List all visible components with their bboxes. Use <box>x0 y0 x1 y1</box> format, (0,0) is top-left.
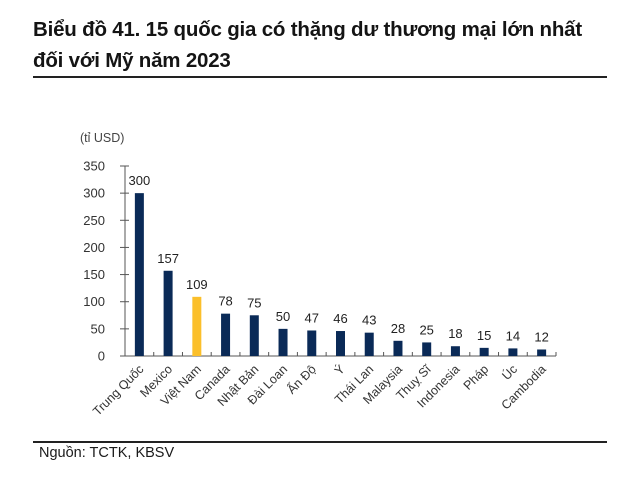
bar <box>364 332 374 356</box>
y-tick-label: 250 <box>83 213 105 228</box>
bar-value-label: 78 <box>218 294 232 309</box>
bar-value-label: 14 <box>506 328 520 343</box>
bar <box>163 270 173 356</box>
x-tick-label: Úc <box>499 362 520 383</box>
bar <box>307 330 317 356</box>
x-tick-label: Pháp <box>461 362 492 393</box>
bar-value-label: 43 <box>362 313 376 328</box>
bar <box>278 328 288 356</box>
y-tick-label: 300 <box>83 186 105 201</box>
x-tick-label: Ý <box>331 361 348 378</box>
y-axis-unit-label: (tỉ USD) <box>80 131 125 145</box>
bar-value-label: 18 <box>448 326 462 341</box>
title-divider <box>33 76 607 78</box>
bar <box>336 331 345 356</box>
bar <box>450 346 460 356</box>
bar-value-label: 50 <box>276 309 290 324</box>
bar-value-label: 25 <box>419 322 433 337</box>
bar <box>393 340 403 356</box>
y-tick-label: 50 <box>91 321 105 336</box>
bar <box>134 193 144 356</box>
y-tick-label: 150 <box>83 267 105 282</box>
bar-value-label: 157 <box>157 251 179 266</box>
source-divider <box>33 441 607 443</box>
bar-value-label: 46 <box>333 311 347 326</box>
bar-value-label: 300 <box>129 173 151 188</box>
bar-value-label: 28 <box>391 321 405 336</box>
y-tick-label: 0 <box>98 349 105 364</box>
chart-title: Biểu đồ 41. 15 quốc gia có thặng dư thươ… <box>33 18 582 72</box>
bar-value-label: 47 <box>305 310 319 325</box>
bar-value-label: 12 <box>534 329 548 344</box>
bar <box>192 296 202 356</box>
bar <box>537 349 547 356</box>
x-tick-label: Ấn Độ <box>284 361 319 396</box>
data-labels: 300 157 109 78 75 50 47 46 43 28 25 18 15 14 12 <box>129 173 549 344</box>
bar-value-label: 109 <box>186 277 208 292</box>
y-tick-label: 200 <box>83 240 105 255</box>
bar-value-label: 15 <box>477 328 491 343</box>
source-note: Nguồn: TCTK, KBSV <box>39 445 175 461</box>
bar <box>422 342 432 356</box>
bar <box>221 313 231 356</box>
bar <box>479 347 489 356</box>
bar <box>249 315 259 356</box>
bars <box>134 193 547 356</box>
y-axis: 0 50 100 150 200 250 300 350 <box>83 159 129 364</box>
bar-value-label: 75 <box>247 295 261 310</box>
bar <box>508 348 518 356</box>
y-tick-label: 100 <box>83 294 105 309</box>
y-tick-label: 350 <box>83 159 105 174</box>
